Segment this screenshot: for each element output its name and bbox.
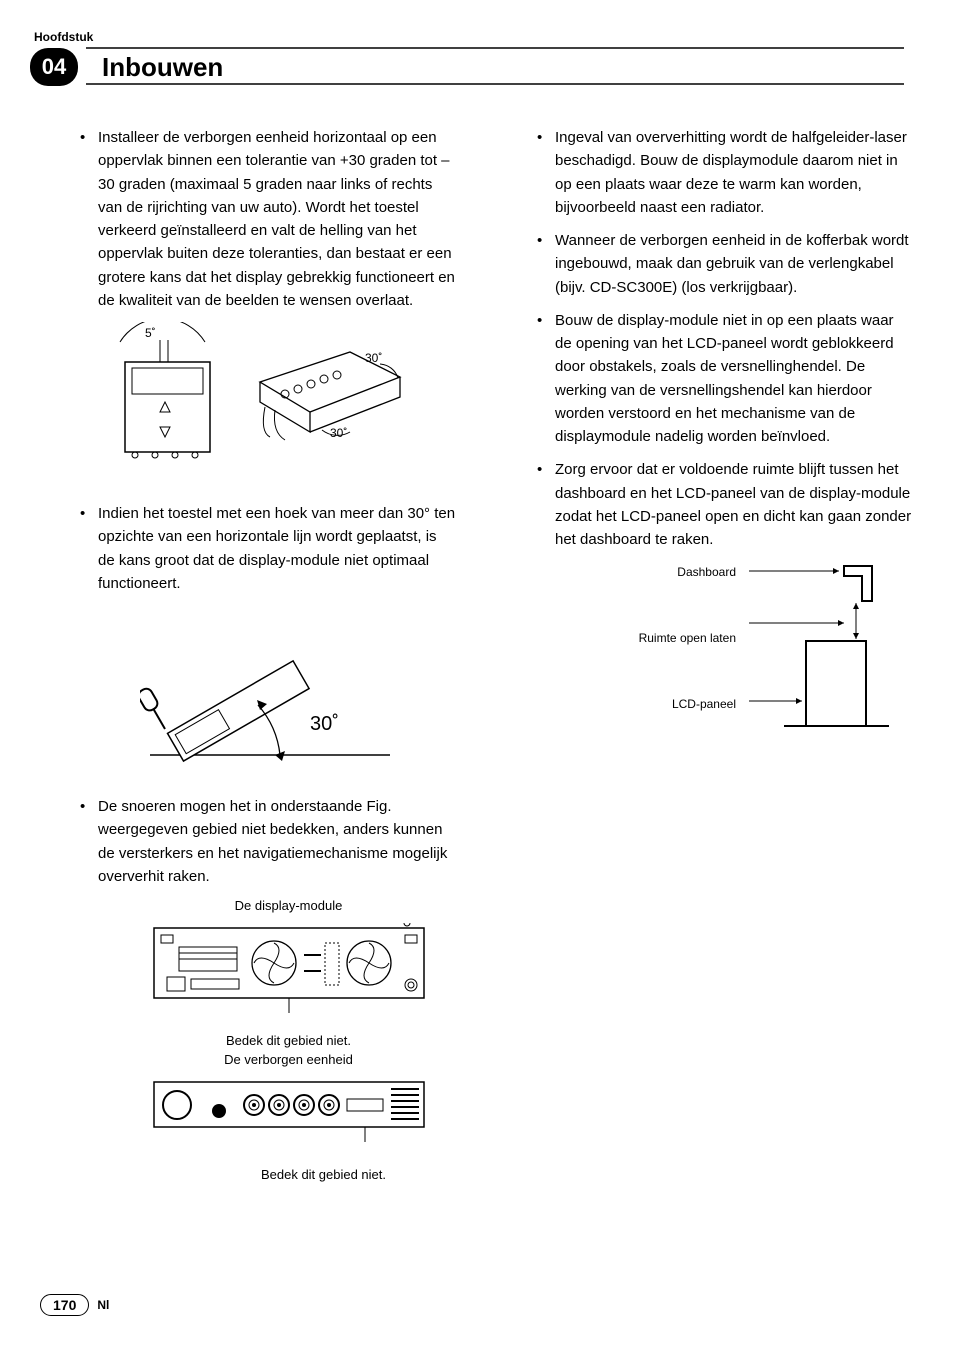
list-item: Indien het toestel met een hoek van meer…	[80, 502, 457, 595]
hidden-unit-title: De verborgen eenheid	[120, 1052, 457, 1067]
language-code: Nl	[97, 1298, 109, 1312]
list-item: Bouw de display-module niet in op een pl…	[537, 309, 914, 449]
header-row: 04 Inbouwen	[30, 48, 914, 86]
cover-caption-2: Bedek dit gebied niet.	[190, 1167, 457, 1182]
lcd-label: LCD-paneel	[639, 697, 736, 711]
list-item: Installeer de verborgen eenheid horizont…	[80, 126, 457, 312]
title-container: Inbouwen	[96, 48, 914, 86]
title-outline	[86, 47, 904, 87]
list-item: Zorg ervoor dat er voldoende ruimte blij…	[537, 458, 914, 551]
angle-30-bottom-label: 30˚	[330, 426, 347, 440]
chapter-number-badge: 04	[30, 48, 78, 86]
display-module-diagram	[149, 923, 429, 1013]
left-column: Installeer de verborgen eenheid horizont…	[30, 126, 457, 1186]
tolerance-diagram: 5˚ 30˚	[110, 322, 410, 482]
list-item: De snoeren mogen het in onderstaande Fig…	[80, 795, 457, 888]
angle-30-top-label: 30˚	[365, 351, 382, 365]
list-item: Wanneer de verborgen eenheid in de koffe…	[537, 229, 914, 299]
display-module-title: De display-module	[120, 898, 457, 913]
right-column: Ingeval van oververhitting wordt de half…	[487, 126, 914, 1186]
angle-5-label: 5˚	[145, 326, 156, 340]
dashboard-labels: Dashboard Ruimte open laten LCD-paneel	[639, 561, 736, 711]
angle-diagram: 30˚	[140, 605, 400, 775]
hidden-unit-diagram	[149, 1077, 429, 1147]
gap-label: Ruimte open laten	[639, 631, 736, 645]
dashboard-clearance-diagram	[744, 561, 894, 741]
angle-30-label: 30˚	[310, 713, 339, 735]
list-item: Ingeval van oververhitting wordt de half…	[537, 126, 914, 219]
dashboard-label: Dashboard	[639, 565, 736, 579]
page-number: 170	[40, 1294, 89, 1316]
content-columns: Installeer de verborgen eenheid horizont…	[30, 126, 914, 1186]
cover-caption-1: Bedek dit gebied niet.	[120, 1033, 457, 1048]
page-footer: 170 Nl	[40, 1294, 109, 1316]
chapter-label: Hoofdstuk	[34, 30, 914, 44]
